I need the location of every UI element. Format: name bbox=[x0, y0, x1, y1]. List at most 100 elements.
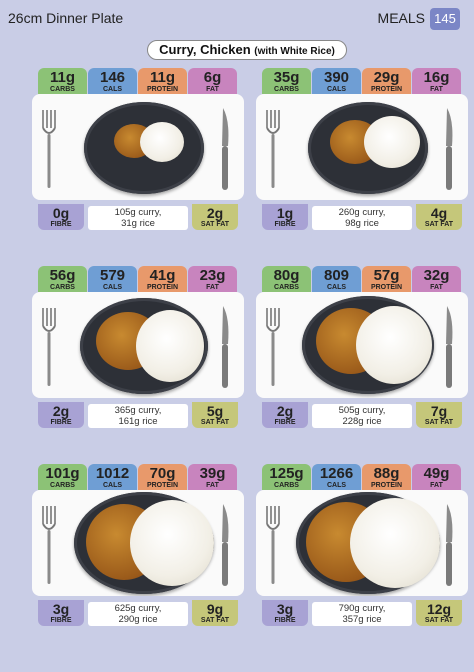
curry-weight: 260g curry, bbox=[338, 207, 386, 218]
fibre-tab: 3g FIBRE bbox=[262, 600, 308, 626]
page-header: 26cm Dinner Plate MEALS 145 bbox=[0, 0, 474, 34]
carbs-value: 80g bbox=[273, 267, 300, 284]
fat-value: 23g bbox=[199, 267, 226, 284]
sat-fat-value: 4g bbox=[430, 205, 448, 221]
fibre-label: FIBRE bbox=[50, 221, 72, 228]
rice-weight: 161g rice bbox=[118, 416, 158, 427]
meal-photo bbox=[256, 94, 468, 200]
portion-card: 101g CARBS 1012 CALS 70g PROTEIN 39g FAT 3g F… bbox=[32, 464, 244, 626]
cals-label: CALS bbox=[102, 284, 123, 291]
protein-label: PROTEIN bbox=[146, 482, 179, 489]
curry-weight: 625g curry, bbox=[114, 603, 162, 614]
curry-weight: 105g curry, bbox=[114, 207, 162, 218]
cals-tab: 146 CALS bbox=[88, 68, 137, 94]
sat-fat-tab: 5g SAT FAT bbox=[192, 402, 238, 428]
nutrition-tabs: 125g CARBS 1266 CALS 88g PROTEIN 49g FAT bbox=[262, 464, 462, 490]
fibre-label: FIBRE bbox=[50, 617, 72, 624]
knife-icon bbox=[446, 306, 453, 388]
knife-icon bbox=[446, 108, 453, 190]
fat-tab: 16g FAT bbox=[412, 68, 461, 94]
carbs-tab: 56g CARBS bbox=[38, 266, 87, 292]
portion-weights: 260g curry, 98g rice bbox=[312, 206, 412, 230]
nutrition-tabs: 35g CARBS 390 CALS 29g PROTEIN 16g FAT bbox=[262, 68, 462, 94]
protein-label: PROTEIN bbox=[146, 86, 179, 93]
sat-fat-value: 12g bbox=[426, 601, 452, 617]
fat-value: 39g bbox=[199, 465, 226, 482]
knife-icon bbox=[222, 504, 229, 586]
sat-fat-label: SAT FAT bbox=[200, 617, 230, 624]
portion-weights: 625g curry, 290g rice bbox=[88, 602, 188, 626]
knife-icon bbox=[446, 504, 453, 586]
protein-tab: 41g PROTEIN bbox=[138, 266, 187, 292]
cals-label: CALS bbox=[326, 284, 347, 291]
portion-weights: 365g curry, 161g rice bbox=[88, 404, 188, 428]
protein-value: 11g bbox=[149, 69, 176, 86]
carbs-value: 11g bbox=[49, 69, 76, 86]
fat-label: FAT bbox=[430, 482, 443, 489]
meal-photo bbox=[256, 490, 468, 596]
cals-value: 1266 bbox=[319, 465, 354, 482]
portion-weights: 105g curry, 31g rice bbox=[88, 206, 188, 230]
rice-weight: 357g rice bbox=[342, 614, 382, 625]
carbs-label: CARBS bbox=[50, 482, 75, 489]
rice-weight: 228g rice bbox=[342, 416, 382, 427]
sat-fat-label: SAT FAT bbox=[200, 419, 230, 426]
carbs-label: CARBS bbox=[274, 284, 299, 291]
nutrition-tabs: 101g CARBS 1012 CALS 70g PROTEIN 39g FAT bbox=[38, 464, 238, 490]
carbs-tab: 35g CARBS bbox=[262, 68, 311, 94]
carbs-label: CARBS bbox=[50, 284, 75, 291]
portion-weights: 790g curry, 357g rice bbox=[312, 602, 412, 626]
cals-tab: 390 CALS bbox=[312, 68, 361, 94]
portion-footer: 1g FIBRE 260g curry, 98g rice 4g SAT FAT bbox=[262, 204, 462, 230]
protein-tab: 29g PROTEIN bbox=[362, 68, 411, 94]
carbs-value: 125g bbox=[269, 465, 304, 482]
sat-fat-label: SAT FAT bbox=[424, 419, 454, 426]
fat-value: 49g bbox=[423, 465, 450, 482]
carbs-value: 101g bbox=[45, 465, 80, 482]
fibre-label: FIBRE bbox=[274, 221, 296, 228]
protein-label: PROTEIN bbox=[146, 284, 179, 291]
sat-fat-tab: 2g SAT FAT bbox=[192, 204, 238, 230]
fat-label: FAT bbox=[206, 86, 219, 93]
fibre-value: 3g bbox=[52, 601, 70, 617]
page-number: 145 bbox=[430, 8, 460, 30]
cals-label: CALS bbox=[102, 86, 123, 93]
fibre-label: FIBRE bbox=[50, 419, 72, 426]
fork-icon bbox=[266, 308, 280, 386]
carbs-tab: 125g CARBS bbox=[262, 464, 311, 490]
rice-portion bbox=[136, 310, 204, 382]
portion-card: 56g CARBS 579 CALS 41g PROTEIN 23g FAT 2g FIB… bbox=[32, 266, 244, 428]
cals-tab: 1266 CALS bbox=[312, 464, 361, 490]
cals-label: CALS bbox=[326, 482, 347, 489]
protein-value: 29g bbox=[373, 69, 400, 86]
portion-footer: 2g FIBRE 365g curry, 161g rice 5g SAT FAT bbox=[38, 402, 238, 428]
sat-fat-value: 2g bbox=[206, 205, 224, 221]
cals-value: 146 bbox=[99, 69, 126, 86]
cals-value: 390 bbox=[323, 69, 350, 86]
fibre-label: FIBRE bbox=[274, 617, 296, 624]
rice-weight: 290g rice bbox=[118, 614, 158, 625]
rice-portion bbox=[130, 500, 214, 586]
fork-icon bbox=[42, 506, 56, 584]
fibre-value: 2g bbox=[276, 403, 294, 419]
knife-icon bbox=[222, 306, 229, 388]
cals-tab: 809 CALS bbox=[312, 266, 361, 292]
carbs-label: CARBS bbox=[50, 86, 75, 93]
fork-icon bbox=[266, 506, 280, 584]
fibre-tab: 0g FIBRE bbox=[38, 204, 84, 230]
curry-weight: 505g curry, bbox=[338, 405, 386, 416]
fibre-tab: 2g FIBRE bbox=[262, 402, 308, 428]
sat-fat-label: SAT FAT bbox=[200, 221, 230, 228]
cals-tab: 1012 CALS bbox=[88, 464, 137, 490]
fat-tab: 23g FAT bbox=[188, 266, 237, 292]
knife-icon bbox=[222, 108, 229, 190]
rice-portion bbox=[364, 116, 420, 168]
portion-card: 35g CARBS 390 CALS 29g PROTEIN 16g FAT 1g FIB… bbox=[256, 68, 468, 230]
carbs-value: 56g bbox=[49, 267, 76, 284]
fibre-label: FIBRE bbox=[274, 419, 296, 426]
portion-footer: 0g FIBRE 105g curry, 31g rice 2g SAT FAT bbox=[38, 204, 238, 230]
protein-tab: 57g PROTEIN bbox=[362, 266, 411, 292]
fat-label: FAT bbox=[206, 482, 219, 489]
portion-card: 125g CARBS 1266 CALS 88g PROTEIN 49g FAT 3g F… bbox=[256, 464, 468, 626]
portion-card: 80g CARBS 809 CALS 57g PROTEIN 32g FAT 2g FIB… bbox=[256, 266, 468, 428]
